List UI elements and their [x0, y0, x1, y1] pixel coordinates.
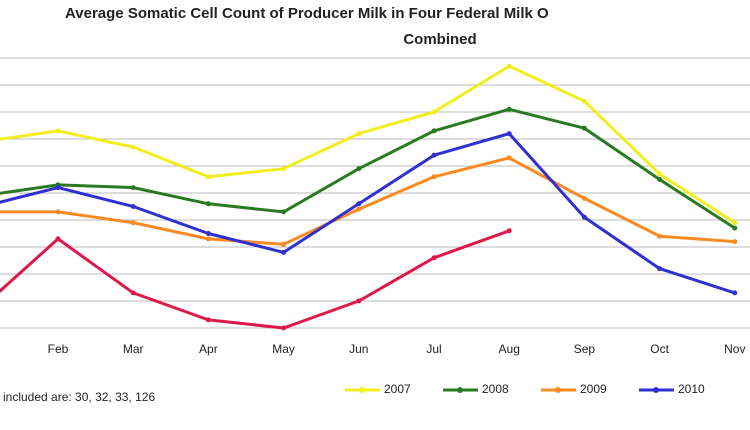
point	[130, 144, 136, 150]
x-tick-label: Oct	[650, 342, 669, 356]
point	[431, 152, 437, 158]
legend-marker	[457, 387, 463, 393]
point	[506, 155, 512, 161]
point	[281, 249, 287, 255]
chart-title: Combined	[403, 31, 476, 48]
point	[581, 195, 587, 201]
point	[581, 125, 587, 131]
point	[732, 290, 738, 296]
point	[581, 98, 587, 104]
point	[506, 106, 512, 112]
point	[130, 185, 136, 191]
point	[205, 231, 211, 236]
point	[657, 177, 663, 182]
point	[130, 220, 136, 226]
point	[281, 241, 287, 247]
point	[55, 128, 61, 134]
point	[356, 298, 362, 304]
point	[732, 220, 738, 226]
legend-marker	[653, 387, 659, 393]
point	[657, 171, 663, 177]
legend-marker	[555, 387, 561, 393]
point	[205, 236, 211, 242]
x-tick-label: May	[272, 342, 295, 356]
point	[281, 166, 287, 172]
point	[130, 204, 136, 209]
legend-label: 2010	[678, 382, 705, 396]
legend-label: 2007	[384, 382, 411, 396]
point	[581, 214, 587, 220]
x-tick-label: Mar	[123, 342, 144, 356]
point	[356, 166, 362, 172]
point	[732, 239, 738, 245]
chart-title: Average Somatic Cell Count of Producer M…	[65, 5, 549, 22]
point	[506, 63, 512, 69]
point	[356, 131, 362, 137]
footnote: included are: 30, 32, 33, 126	[3, 390, 155, 404]
series-line	[0, 229, 510, 330]
point	[205, 174, 211, 180]
point	[506, 228, 512, 234]
point	[130, 290, 136, 296]
point	[431, 174, 437, 180]
point	[281, 209, 287, 215]
x-tick-label: Jun	[349, 342, 368, 356]
point	[356, 201, 362, 207]
point	[431, 255, 437, 261]
point	[205, 201, 211, 207]
point	[657, 233, 663, 239]
point	[281, 325, 287, 331]
point	[55, 209, 61, 215]
point	[657, 266, 663, 272]
point	[431, 128, 437, 134]
series-line	[0, 132, 736, 295]
x-tick-label: Jul	[426, 342, 441, 356]
point	[55, 236, 61, 242]
series-line	[0, 107, 736, 230]
x-tick-label: Sep	[574, 342, 596, 356]
x-tick-label: Feb	[48, 342, 69, 356]
legend-label: 2009	[580, 382, 607, 396]
legend-label: 2008	[482, 382, 509, 396]
point	[205, 317, 211, 323]
legend-marker	[359, 387, 365, 393]
x-tick-label: Aug	[499, 342, 520, 356]
point	[356, 206, 362, 212]
x-tick-label: Apr	[199, 342, 218, 356]
x-tick-label: Nov	[724, 342, 745, 356]
point	[506, 131, 512, 137]
point	[732, 225, 738, 231]
point	[55, 185, 61, 191]
point	[431, 109, 437, 115]
